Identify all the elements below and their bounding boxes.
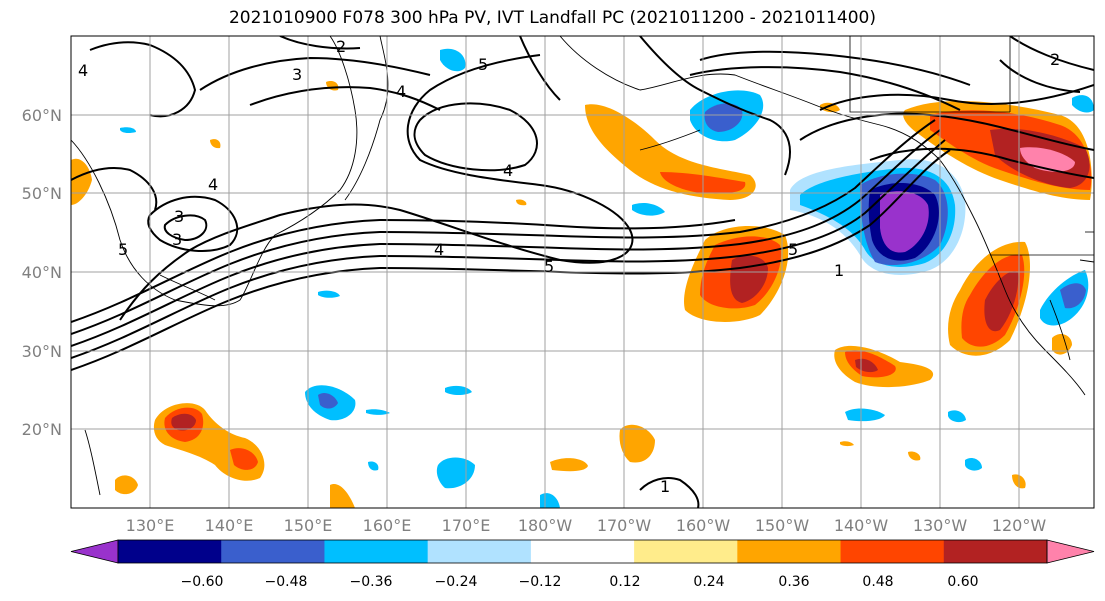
colorbar-segment	[634, 540, 738, 563]
colorbar-segment	[530, 540, 635, 563]
contour-label: 1	[660, 477, 670, 496]
lon-labels: 130°E 140°E 150°E 160°E 170°E 180°W 170°…	[126, 516, 1047, 535]
colorbar-segment	[943, 540, 1048, 563]
lat-labels: 60°N 50°N 40°N 30°N 20°N	[22, 106, 62, 439]
lon-label: 150°E	[284, 516, 333, 535]
colorbar-segment	[118, 540, 222, 563]
lon-label: 130°E	[126, 516, 175, 535]
lon-label: 130°W	[913, 516, 968, 535]
lat-label: 50°N	[22, 184, 62, 203]
colorbar-segment	[324, 540, 429, 563]
contour-label: 4	[503, 161, 513, 180]
colorbar-ticks: −0.60 −0.48 −0.36 −0.24 −0.12 0.12 0.24 …	[181, 574, 979, 590]
contour-label: 1	[834, 261, 844, 280]
colorbar-tick-label: 0.60	[947, 574, 978, 590]
lat-label: 30°N	[22, 342, 62, 361]
contour-label: 4	[208, 175, 218, 194]
colorbar-segment	[737, 540, 842, 563]
colorbar	[70, 539, 1095, 564]
colorbar-tick-label: 0.36	[778, 574, 809, 590]
lon-label: 170°W	[597, 516, 652, 535]
lon-label: 160°W	[676, 516, 731, 535]
lat-label: 20°N	[22, 420, 62, 439]
lon-label: 140°E	[205, 516, 254, 535]
contour-label: 4	[78, 61, 88, 80]
colorbar-tick-label: 0.48	[862, 574, 893, 590]
colorbar-tick-label: 0.24	[693, 574, 724, 590]
colorbar-segment	[221, 540, 325, 563]
plot-frame	[70, 35, 1095, 509]
contour-label: 4	[396, 82, 406, 101]
contour-label: 3	[292, 65, 302, 84]
boundaries	[849, 36, 1094, 256]
coastlines	[71, 36, 1094, 496]
colorbar-extend-low	[70, 539, 119, 564]
contour-label: 2	[336, 37, 346, 56]
colorbar-tick-label: −0.24	[435, 574, 478, 590]
contour-label: 5	[544, 257, 554, 276]
contour-label: 3	[172, 230, 182, 249]
lon-label: 170°E	[442, 516, 491, 535]
colorbar-extend-high	[1046, 539, 1095, 564]
lon-label: 150°W	[755, 516, 810, 535]
colorbar-tick-label: −0.60	[181, 574, 224, 590]
contour-label: 4	[434, 240, 444, 259]
colorbar-segment	[427, 540, 532, 563]
colorbar-tick-label: −0.36	[350, 574, 393, 590]
colorbar-segment	[840, 540, 945, 563]
contour-label: 5	[788, 240, 798, 259]
contour-labels: 2 3 4 5 4 4 3 3 5 4 5 5 1 1 4 2	[78, 37, 1060, 496]
colorbar-tick-label: −0.12	[519, 574, 562, 590]
colorbar-tick-label: −0.48	[265, 574, 308, 590]
contour-label: 5	[478, 55, 488, 74]
lon-label: 180°W	[518, 516, 573, 535]
lat-label: 60°N	[22, 106, 62, 125]
map-title: 2021010900 F078 300 hPa PV, IVT Landfall…	[228, 8, 876, 28]
colorbar-tick-label: 0.12	[609, 574, 640, 590]
contour-label: 5	[118, 240, 128, 259]
lon-label: 160°E	[363, 516, 412, 535]
contour-label: 3	[174, 207, 184, 226]
contour-label: 2	[1050, 50, 1060, 69]
lat-label: 40°N	[22, 263, 62, 282]
lon-label: 120°W	[992, 516, 1047, 535]
graticule	[71, 36, 1094, 508]
lon-label: 140°W	[834, 516, 889, 535]
colorbar-outline	[117, 539, 1048, 564]
